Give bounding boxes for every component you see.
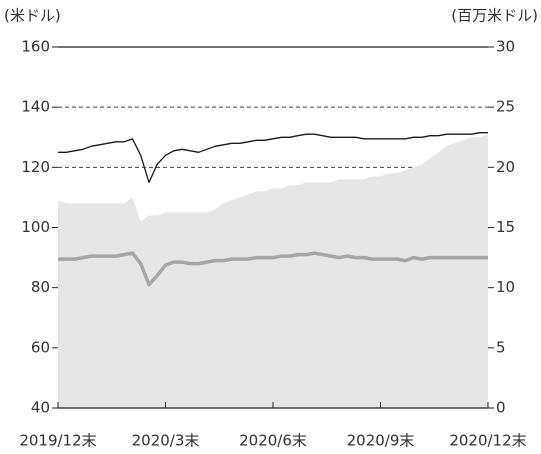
x-tick-label: 2020/3末	[132, 432, 200, 450]
x-tick-label: 2020/12末	[449, 432, 526, 450]
y2-axis-label: (百万米ドル)	[451, 7, 538, 25]
line	[58, 132, 488, 184]
y-tick-label: 140	[21, 98, 50, 116]
y2-tick-label: 20	[496, 158, 515, 176]
area	[58, 134, 488, 408]
y2-tick-label: 15	[496, 218, 515, 236]
y-tick-label: 160	[21, 38, 50, 56]
y2-tick-label: 25	[496, 98, 515, 116]
y-tick-label: 60	[31, 338, 50, 356]
y-tick-label: 40	[31, 399, 50, 417]
y2-tick-label: 5	[496, 338, 506, 356]
y-tick-label: 80	[31, 278, 50, 296]
y-tick-label: 120	[21, 158, 50, 176]
x-tick-label: 2019/12末	[19, 432, 96, 450]
x-tick-label: 2020/9末	[347, 432, 415, 450]
y2-tick-label: 0	[496, 399, 506, 417]
y2-tick-label: 10	[496, 278, 515, 296]
y-tick-label: 100	[21, 218, 50, 236]
y2-tick-label: 30	[496, 38, 515, 56]
line	[58, 251, 488, 287]
y-axis-label: (米ドル)	[4, 7, 61, 25]
x-tick-label: 2020/6末	[239, 432, 307, 450]
